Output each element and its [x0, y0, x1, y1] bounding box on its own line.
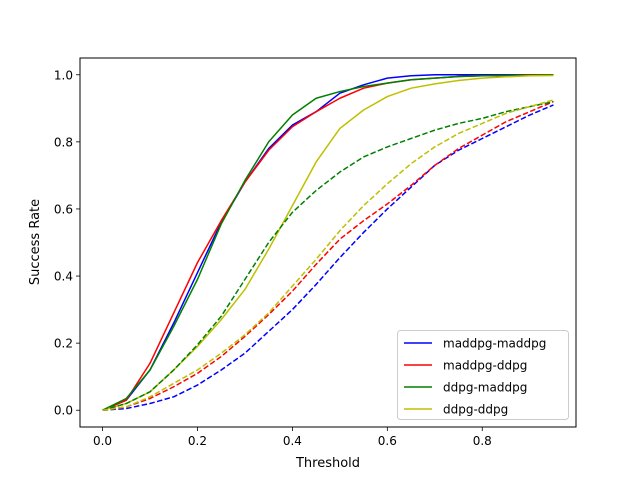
y-tick-label: 1.0 — [54, 68, 73, 82]
y-tick-label: 0.8 — [54, 135, 73, 149]
legend-label: maddpg-maddpg — [443, 337, 546, 351]
x-tick-label: 0.0 — [93, 434, 112, 448]
series-line-5-dashed — [102, 104, 554, 411]
y-tick-label: 0.4 — [54, 270, 73, 284]
x-axis-label: Threshold — [295, 456, 360, 471]
y-tick-label: 0.6 — [54, 202, 73, 216]
plot-lines — [102, 74, 554, 411]
x-tick-label: 0.2 — [188, 434, 207, 448]
legend-label: maddpg-ddpg — [443, 359, 527, 373]
x-tick-label: 0.8 — [473, 434, 492, 448]
plot-frame — [79, 57, 577, 428]
x-tick-label: 0.4 — [283, 434, 302, 448]
x-axis-ticks: 0.0 0.2 0.4 0.6 0.8 — [93, 427, 492, 448]
series-line-1-solid — [102, 74, 554, 411]
legend: maddpg-maddpg maddpg-ddpg ddpg-maddpg ddpg-… — [397, 330, 569, 420]
series-line-6-dashed — [102, 100, 554, 411]
y-axis-ticks: 0.0 0.2 0.4 0.6 0.8 1.0 — [54, 68, 80, 418]
legend-label: ddpg-maddpg — [443, 381, 527, 395]
y-axis-label: Success Rate — [28, 199, 43, 285]
legend-entries: maddpg-maddpg maddpg-ddpg ddpg-maddpg ddpg-… — [404, 337, 546, 417]
series-line-8-dashed — [102, 99, 554, 411]
y-tick-label: 0.0 — [54, 404, 73, 418]
y-tick-label: 0.2 — [54, 337, 73, 351]
series-line-7-dashed — [102, 100, 554, 411]
series-line-3-solid — [102, 74, 554, 411]
x-tick-label: 0.6 — [378, 434, 397, 448]
legend-label: ddpg-ddpg — [443, 403, 508, 417]
legend-box — [397, 330, 569, 420]
